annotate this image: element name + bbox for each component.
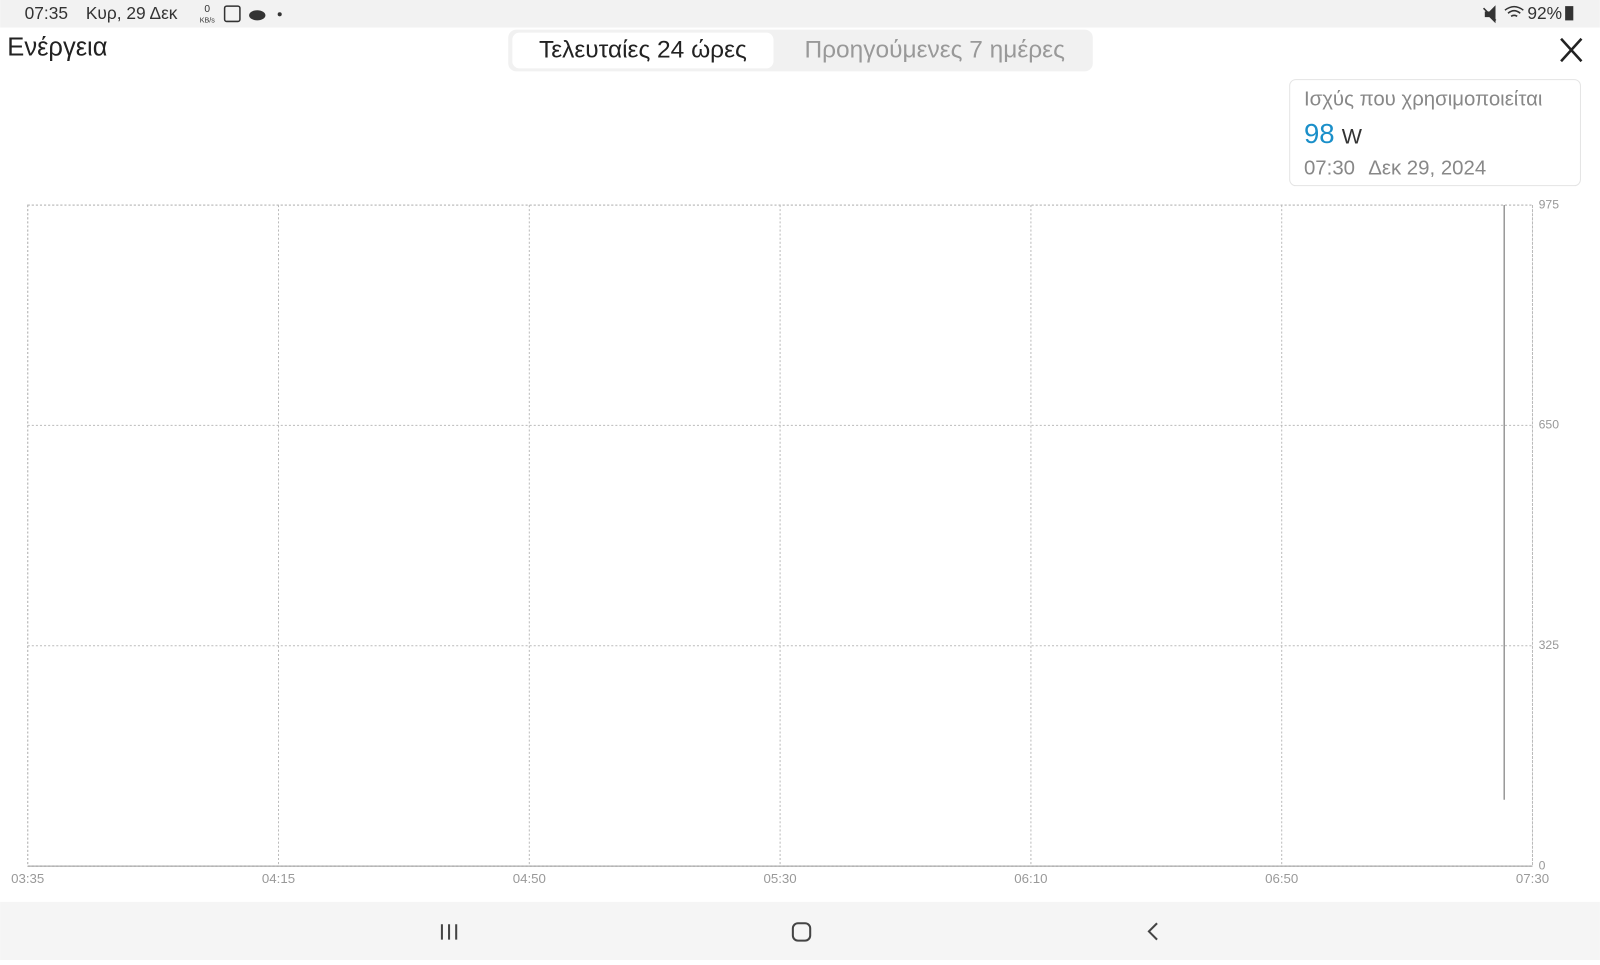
x-tick-label: 07:30 (1516, 871, 1549, 886)
x-tick-label: 06:50 (1265, 871, 1298, 886)
tooltip-time: 07:30 (1304, 158, 1355, 180)
y-tick-label: 325 (1539, 638, 1560, 652)
x-tick-label: 06:10 (1014, 871, 1047, 886)
tooltip-label: Ισχύς που χρησιμοποιείται (1304, 88, 1542, 110)
nav-recent[interactable] (440, 924, 458, 940)
page-title: Ενέργεια (7, 34, 107, 62)
tab-active[interactable] (512, 32, 774, 69)
tab[interactable]: Τελευταίες 24 ώρες (539, 36, 747, 63)
status-icon (1482, 5, 1497, 24)
nav-home[interactable] (791, 922, 812, 942)
status-icon (223, 5, 241, 23)
status-icon (249, 10, 266, 21)
status-date: Κυρ, 29 Δεκ (86, 3, 178, 23)
status-speed: 0 (204, 4, 210, 15)
tooltip-unit: W (1342, 124, 1363, 148)
status-battery: 92% (1527, 3, 1562, 23)
y-tick-label: 0 (1539, 858, 1546, 872)
status-time: 07:35 (25, 3, 68, 23)
nav-back[interactable] (1147, 922, 1158, 941)
status-icon (1504, 5, 1524, 17)
tooltip (1289, 79, 1581, 187)
x-tick-label: 04:50 (513, 871, 546, 886)
status-speed-unit: KB/s (200, 16, 215, 24)
tooltip-date: Δεκ 29, 2024 (1368, 158, 1486, 180)
y-tick-label: 650 (1539, 418, 1560, 432)
nav-bar (0, 901, 1600, 960)
x-tick-label: 03:35 (11, 871, 44, 886)
x-tick-label: 04:15 (262, 871, 295, 886)
status-icon (1565, 6, 1574, 21)
status-bar (0, 0, 1600, 28)
x-tick-label: 05:30 (764, 871, 797, 886)
chart: 0 325 650 975 03:35 04:15 04:50 05:30 06:10 06:50… (11, 197, 1559, 886)
y-tick-label: 975 (1539, 197, 1560, 211)
tab[interactable]: Προηγούμενες 7 ημέρες (804, 36, 1065, 63)
status-icon (277, 12, 282, 17)
close-button[interactable] (1560, 37, 1583, 63)
tooltip-value: 98 (1304, 118, 1335, 149)
